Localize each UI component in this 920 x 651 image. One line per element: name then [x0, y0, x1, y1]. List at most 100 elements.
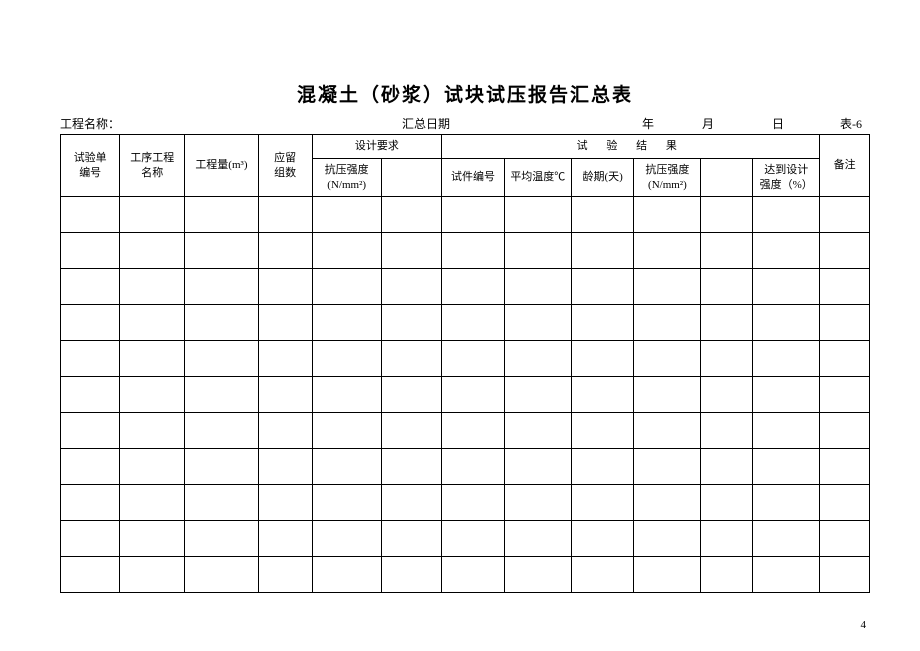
table-cell — [571, 269, 634, 305]
table-cell — [185, 521, 258, 557]
table-cell — [634, 197, 701, 233]
table-number: 表-6 — [840, 115, 862, 132]
table-cell — [504, 557, 571, 593]
table-cell — [820, 377, 870, 413]
project-name-label: 工程名称： — [60, 115, 120, 132]
table-cell — [701, 557, 753, 593]
table-cell — [120, 377, 185, 413]
table-cell — [634, 413, 701, 449]
table-cell — [312, 341, 381, 377]
table-cell — [185, 485, 258, 521]
table-cell — [571, 197, 634, 233]
table-cell — [61, 413, 120, 449]
table-cell — [61, 269, 120, 305]
table-cell — [312, 377, 381, 413]
table-cell — [312, 233, 381, 269]
table-cell — [753, 341, 820, 377]
table-row — [61, 557, 870, 593]
table-cell — [504, 305, 571, 341]
col-blank1 — [381, 159, 441, 197]
table-cell — [312, 197, 381, 233]
table-cell — [381, 413, 441, 449]
table-cell — [258, 305, 312, 341]
table-cell — [258, 449, 312, 485]
table-cell — [753, 269, 820, 305]
table-row — [61, 269, 870, 305]
table-cell — [312, 449, 381, 485]
table-cell — [701, 377, 753, 413]
table-cell — [258, 269, 312, 305]
table-cell — [753, 521, 820, 557]
col-design-req: 设计要求 — [312, 135, 442, 159]
table-cell — [701, 305, 753, 341]
col-strength2: 抗压强度(N/mm²) — [634, 159, 701, 197]
table-cell — [820, 197, 870, 233]
table-row — [61, 305, 870, 341]
col-qty: 工程量(m³) — [185, 135, 258, 197]
table-row — [61, 449, 870, 485]
table-cell — [820, 449, 870, 485]
table-cell — [185, 305, 258, 341]
table-cell — [504, 269, 571, 305]
table-cell — [442, 341, 505, 377]
table-cell — [753, 449, 820, 485]
col-remark: 备注 — [820, 135, 870, 197]
table-cell — [504, 197, 571, 233]
table-cell — [442, 305, 505, 341]
table-cell — [258, 377, 312, 413]
table-cell — [61, 305, 120, 341]
table-cell — [442, 485, 505, 521]
table-row — [61, 485, 870, 521]
table-cell — [120, 233, 185, 269]
table-row — [61, 521, 870, 557]
year-label: 年 — [642, 115, 654, 132]
table-cell — [442, 377, 505, 413]
table-cell — [61, 485, 120, 521]
col-avg-temp: 平均温度℃ — [504, 159, 571, 197]
table-cell — [185, 233, 258, 269]
table-cell — [753, 557, 820, 593]
table-cell — [753, 233, 820, 269]
table-cell — [442, 413, 505, 449]
header-row-1: 试验单编号 工序工程名称 工程量(m³) 应留组数 设计要求 试 验 结 果 备… — [61, 135, 870, 159]
table-cell — [258, 521, 312, 557]
table-cell — [634, 269, 701, 305]
col-age: 龄期(天) — [571, 159, 634, 197]
table-cell — [504, 341, 571, 377]
table-cell — [185, 413, 258, 449]
month-label: 月 — [702, 115, 714, 132]
table-cell — [185, 269, 258, 305]
table-cell — [312, 413, 381, 449]
table-cell — [753, 197, 820, 233]
table-cell — [571, 341, 634, 377]
table-cell — [258, 413, 312, 449]
table-cell — [61, 377, 120, 413]
table-cell — [504, 233, 571, 269]
table-cell — [634, 557, 701, 593]
table-cell — [753, 413, 820, 449]
table-cell — [381, 557, 441, 593]
table-cell — [571, 305, 634, 341]
table-cell — [185, 197, 258, 233]
col-spec-no: 试件编号 — [442, 159, 505, 197]
table-cell — [571, 449, 634, 485]
table-cell — [61, 449, 120, 485]
table-cell — [571, 485, 634, 521]
table-cell — [120, 485, 185, 521]
table-row — [61, 377, 870, 413]
table-cell — [634, 305, 701, 341]
table-cell — [820, 557, 870, 593]
table-cell — [185, 341, 258, 377]
day-label: 日 — [772, 115, 784, 132]
table-cell — [701, 485, 753, 521]
table-cell — [381, 305, 441, 341]
table-cell — [120, 269, 185, 305]
table-cell — [312, 557, 381, 593]
table-cell — [381, 485, 441, 521]
table-cell — [185, 449, 258, 485]
page-number: 4 — [861, 619, 867, 631]
table-cell — [442, 557, 505, 593]
table-cell — [61, 521, 120, 557]
table-cell — [634, 341, 701, 377]
table-cell — [442, 521, 505, 557]
